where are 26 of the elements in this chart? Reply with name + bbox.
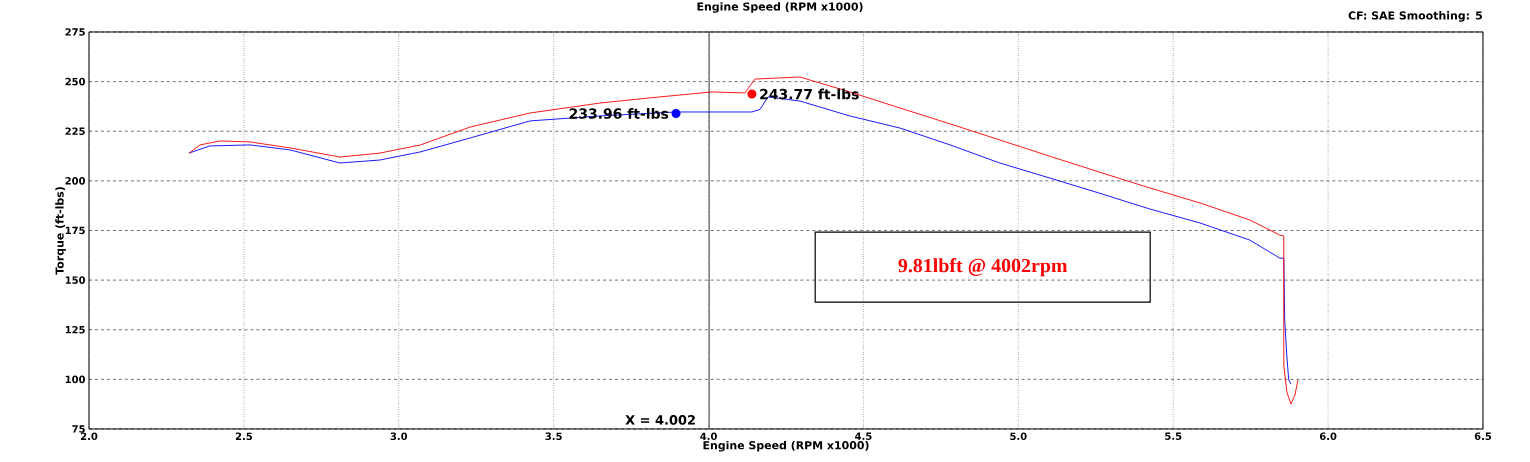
x-tick-label: 4.0 xyxy=(700,432,717,441)
annotation: 243.77 ft-lbs xyxy=(760,88,859,100)
x-tick-label: 3.5 xyxy=(545,432,562,441)
y-tick-label: 150 xyxy=(65,276,86,284)
x-tick-label: 2.5 xyxy=(235,432,253,441)
x-tick-label: 3.0 xyxy=(390,432,408,441)
x-tick-label: 4.5 xyxy=(855,432,872,440)
x-tick-label: 5.5 xyxy=(1165,432,1182,440)
x-tick-label: 6.5 xyxy=(1474,432,1492,441)
y-tick-label: 275 xyxy=(65,28,85,36)
x-tick-label: 6.0 xyxy=(1319,432,1337,441)
x-tick-label: 2.0 xyxy=(80,432,98,441)
x-axis-title: Engine Speed (RPM x1000) xyxy=(703,440,869,452)
text: CF: SAE Smoothing: 5 xyxy=(1348,11,1482,22)
y-tick-label: 250 xyxy=(65,77,86,86)
y-tick-label: 75 xyxy=(72,425,85,433)
annotation: 9.81lbft @ 4002rpm xyxy=(898,258,1068,277)
y-axis-title: Torque (ft-lbs) xyxy=(55,187,66,275)
x-tick-label: 5.0 xyxy=(1010,432,1027,441)
y-tick-label: 175 xyxy=(65,226,85,235)
y-tick-label: 125 xyxy=(65,325,85,334)
ref-line-label: X = 4.002 xyxy=(625,414,695,425)
y-tick-label: 225 xyxy=(65,127,85,135)
y-tick-label: 100 xyxy=(65,375,86,384)
y-tick-label: 200 xyxy=(65,177,86,185)
chart-title: Engine Speed (RPM x1000) xyxy=(697,2,863,13)
